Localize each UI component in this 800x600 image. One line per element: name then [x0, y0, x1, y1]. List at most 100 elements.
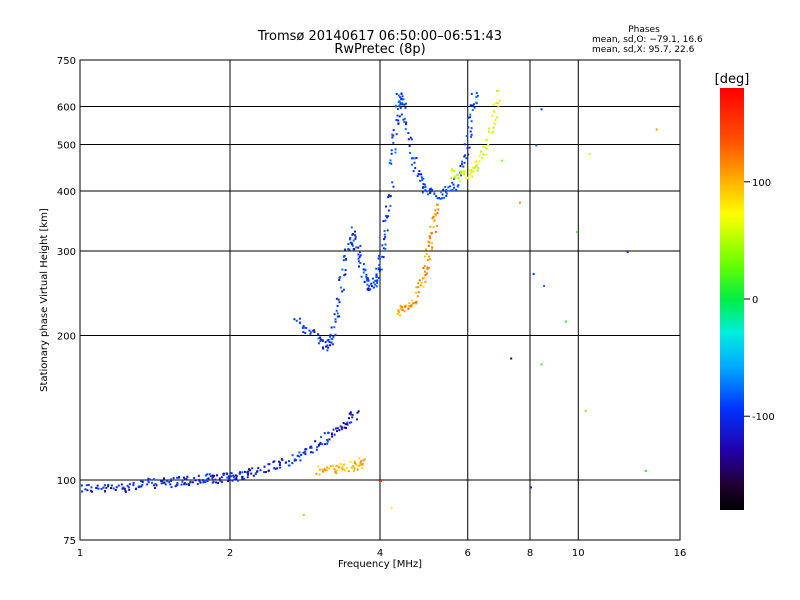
- trace-point: [246, 476, 249, 479]
- trace-point: [296, 454, 299, 457]
- trace-point: [460, 171, 462, 174]
- trace-point: [365, 273, 368, 276]
- trace-point: [314, 440, 317, 443]
- trace-point: [417, 173, 420, 175]
- trace-point: [427, 244, 430, 247]
- trace-point: [397, 119, 400, 122]
- trace-point: [400, 93, 403, 95]
- trace-point: [318, 473, 321, 476]
- trace-point: [408, 145, 411, 147]
- trace-point: [360, 460, 362, 463]
- trace-point: [461, 160, 464, 163]
- trace-point: [462, 171, 465, 174]
- trace-point: [386, 229, 389, 232]
- trace-point: [273, 467, 276, 470]
- scatter-point: [532, 273, 535, 275]
- trace-point: [459, 170, 462, 173]
- trace-point: [482, 145, 485, 148]
- trace-point: [230, 472, 233, 475]
- trace-point: [174, 485, 177, 488]
- trace-point: [172, 477, 175, 480]
- trace-point: [377, 267, 380, 270]
- trace-point: [247, 473, 249, 476]
- trace-point: [302, 326, 305, 329]
- trace-point: [183, 482, 186, 485]
- trace-point: [180, 483, 183, 486]
- trace-point: [87, 483, 90, 486]
- trace-point: [117, 484, 120, 487]
- trace-point: [331, 435, 334, 438]
- colorbar-tick-label: 100: [752, 178, 771, 189]
- trace-point: [336, 469, 339, 472]
- trace-point: [491, 114, 494, 117]
- trace-point: [339, 276, 342, 279]
- trace-point: [370, 285, 373, 288]
- trace-point: [233, 475, 235, 478]
- trace-point: [102, 486, 105, 489]
- trace-point: [356, 418, 358, 421]
- trace-point: [429, 236, 431, 238]
- trace-point: [315, 448, 318, 451]
- trace-point: [361, 467, 364, 469]
- trace-point: [317, 444, 320, 447]
- trace-point: [485, 147, 488, 150]
- trace-point: [241, 471, 244, 474]
- trace-point: [318, 468, 321, 471]
- trace-point: [426, 266, 429, 269]
- trace-point: [430, 232, 433, 235]
- scatter-point: [543, 284, 546, 287]
- trace-point: [401, 103, 404, 106]
- trace-point: [366, 277, 369, 280]
- trace-point: [415, 286, 418, 289]
- trace-point: [445, 189, 448, 191]
- trace-point: [475, 160, 478, 163]
- trace-point: [214, 478, 217, 481]
- trace-point: [420, 173, 423, 176]
- trace-point: [194, 479, 197, 482]
- trace-point: [162, 481, 165, 484]
- trace-point: [333, 326, 336, 329]
- trace-group: [80, 410, 360, 493]
- trace-point: [352, 465, 355, 468]
- trace-point: [215, 481, 218, 484]
- trace-point: [345, 466, 348, 469]
- trace-point: [431, 217, 434, 220]
- trace-point: [160, 482, 163, 485]
- trace-point: [249, 469, 251, 472]
- y-tick-label: 100: [57, 476, 76, 487]
- trace-point: [395, 93, 398, 95]
- trace-point: [313, 331, 316, 334]
- trace-point: [490, 131, 493, 134]
- trace-point: [324, 341, 327, 344]
- y-tick-label: 300: [57, 247, 76, 258]
- trace-point: [170, 479, 173, 482]
- trace-point: [182, 476, 185, 479]
- trace-point: [436, 197, 439, 200]
- trace-point: [291, 462, 294, 465]
- scatter-point: [540, 363, 543, 366]
- trace-point: [319, 441, 322, 444]
- y-tick-label: 200: [57, 332, 76, 343]
- trace-point: [228, 477, 231, 480]
- trace-point: [420, 176, 423, 179]
- trace-point: [445, 195, 448, 197]
- trace-point: [464, 154, 467, 157]
- trace-point: [163, 477, 165, 480]
- trace-point: [86, 489, 89, 492]
- trace-point: [469, 173, 472, 176]
- trace-point: [338, 315, 341, 318]
- trace-point: [447, 186, 450, 189]
- trace-point: [176, 483, 179, 486]
- trace-point: [218, 477, 221, 480]
- trace-point: [310, 446, 313, 449]
- x-tick-labels: 1 2 4 6 8 10 16: [77, 548, 687, 559]
- trace-point: [415, 300, 418, 303]
- trace-point: [148, 478, 151, 481]
- trace-point: [378, 254, 381, 257]
- trace-point: [411, 157, 414, 160]
- scatter-point: [510, 357, 513, 360]
- trace-point: [353, 469, 355, 472]
- trace-point: [141, 483, 144, 486]
